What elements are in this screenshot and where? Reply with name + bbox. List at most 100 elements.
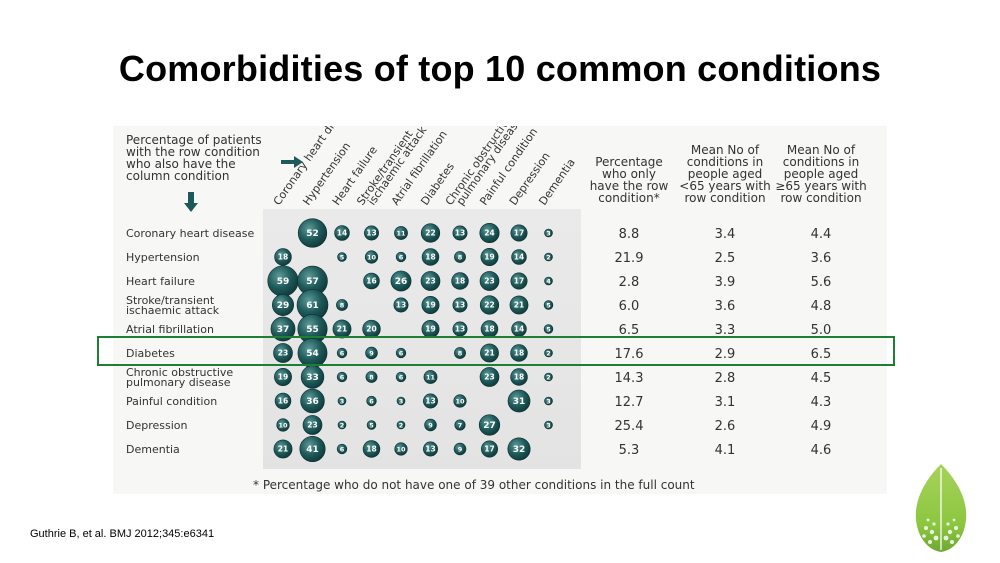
bubble-value: 2 [546, 349, 551, 357]
bubble-value: 18 [484, 325, 494, 334]
stat-value-stroke-transient-ischaemic-attack: 4.8 [811, 299, 832, 314]
bubble-value: 17 [514, 229, 524, 238]
bubble-value: 19 [278, 373, 288, 382]
bubble-dementia-atrial-fibrillation [394, 442, 408, 456]
bubble-coronary-heart-disease-painful-condition [479, 222, 500, 244]
leaf-logo-icon [915, 464, 967, 552]
stat-header-line: row condition [684, 191, 765, 205]
explanation-line: column condition [126, 169, 229, 183]
bubble-dementia-stroke-transient-ischaemic-attack [362, 440, 381, 458]
bubble-chronic-obstructive-pulmonary-disease-depression [510, 368, 528, 386]
explanation-line: who also have the [126, 157, 236, 171]
row-label-stroke-transient-ischaemic-attack: ischaemic attack [126, 304, 220, 317]
bubble-value: 13 [455, 229, 465, 238]
bubble-atrial-fibrillation-coronary-heart-disease [270, 316, 296, 342]
bubble-value: 6 [399, 373, 404, 381]
bubble-coronary-heart-disease-hypertension [297, 218, 328, 248]
bubble-heart-failure-chronic-obstructive-pulmonary-disease [451, 272, 469, 290]
bubble-painful-condition-chronic-obstructive-pulmonary-disease [453, 394, 467, 408]
bubble-stroke-transient-ischaemic-attack-chronic-obstructive-pulmonary-disease [452, 297, 468, 313]
bubble-value: 31 [513, 397, 526, 407]
row-labels: Coronary heart disease Hypertension Heart … [126, 227, 254, 456]
row-label-chronic-obstructive-pulmonary-disease: pulmonary disease [126, 376, 231, 389]
bubble-diabetes-coronary-heart-disease [273, 343, 293, 363]
bubble-value: 23 [484, 277, 494, 286]
bubble-value: 8 [340, 301, 345, 309]
bubble-value: 10 [367, 253, 377, 261]
bubble-value: 23 [278, 349, 288, 358]
bubble-value: 3 [546, 397, 551, 405]
bubble-hypertension-depression [511, 249, 527, 265]
bubble-value: 57 [306, 277, 319, 287]
stat-value-chronic-obstructive-pulmonary-disease: 4.5 [811, 371, 832, 386]
stat-header-line: conditions in [783, 155, 860, 169]
row-label-painful-condition: Painful condition [126, 395, 217, 408]
bubble-value: 41 [306, 445, 319, 455]
bubble-hypertension-coronary-heart-disease [274, 248, 292, 266]
bubble-value: 14 [514, 325, 524, 334]
stat-header-line: have the row [590, 179, 669, 193]
stat-value-hypertension: 3.6 [811, 251, 832, 266]
bubble-value: 9 [428, 421, 433, 429]
bubble-value: 21 [278, 445, 288, 454]
bubble-value: 2 [399, 421, 404, 429]
stat-value-chronic-obstructive-pulmonary-disease: 2.8 [715, 371, 736, 386]
stat-header-line: conditions in [687, 155, 764, 169]
bubble-value: 27 [483, 421, 496, 431]
stat-value-painful-condition: 4.3 [811, 395, 832, 410]
bubble-hypertension-chronic-obstructive-pulmonary-disease [454, 251, 466, 263]
bubble-heart-failure-painful-condition [479, 271, 500, 291]
bubble-hypertension-heart-failure [337, 252, 347, 262]
row-label-stroke-transient-ischaemic-attack: Stroke/transient [126, 294, 215, 307]
bubble-painful-condition-depression [507, 389, 531, 413]
bubble-coronary-heart-disease-dementia [544, 228, 553, 238]
stat-value-dementia: 4.1 [715, 443, 736, 458]
bubble-value: 13 [425, 397, 435, 406]
stat-value-painful-condition: 3.1 [715, 395, 736, 410]
bubbles: 52 14 13 11 22 13 24 17 318 5 10 6 18 8 19 14 259 57 16 26 2… [267, 218, 554, 463]
bubble-value: 23 [307, 421, 317, 430]
bubble-chronic-obstructive-pulmonary-disease-stroke-transient-ischaemic-attack [365, 371, 378, 383]
bubble-heart-failure-stroke-transient-ischaemic-attack [363, 272, 380, 290]
bubble-value: 8 [458, 253, 463, 261]
stat-value-depression: 25.4 [615, 419, 644, 434]
stat-values: 8.8 3.4 4.4 21.9 2.5 3.6 2.8 3.9 5.6 6.0 3.6 4.8 6.5… [615, 227, 832, 458]
bubble-value: 3 [340, 397, 345, 405]
bubble-value: 22 [484, 301, 494, 310]
bubble-value: 5 [369, 421, 374, 429]
bubble-painful-condition-coronary-heart-disease [274, 392, 292, 410]
bubble-hypertension-painful-condition [480, 248, 499, 266]
bubble-dementia-depression [507, 437, 531, 461]
slide-title: Comorbidities of top 10 common condition… [118, 48, 882, 89]
stat-value-coronary-heart-disease: 3.4 [715, 227, 736, 242]
explanation-arrows [184, 156, 303, 212]
bubble-painful-condition-heart-failure [337, 396, 347, 406]
stat-value-coronary-heart-disease: 4.4 [811, 227, 832, 242]
stat-value-atrial-fibrillation: 6.5 [619, 323, 640, 338]
bubble-value: 9 [458, 445, 463, 453]
bubble-value: 55 [306, 325, 319, 335]
bubble-chronic-obstructive-pulmonary-disease-diabetes [423, 370, 438, 384]
bubble-hypertension-dementia [544, 252, 553, 262]
arrow-right-icon [281, 156, 303, 168]
bubble-value: 16 [278, 397, 288, 406]
bubble-coronary-heart-disease-heart-failure [334, 225, 350, 241]
stat-value-painful-condition: 12.7 [615, 395, 644, 410]
stat-value-heart-failure: 2.8 [619, 275, 640, 290]
row-label-chronic-obstructive-pulmonary-disease: Chronic obstructive [126, 366, 233, 379]
stat-header-line: row condition [780, 191, 861, 205]
bubble-value: 6 [340, 445, 345, 453]
bubble-value: 14 [337, 229, 347, 238]
bubble-value: 10 [278, 421, 288, 429]
bubble-value: 2 [340, 421, 345, 429]
stat-value-depression: 2.6 [715, 419, 736, 434]
stat-value-diabetes: 2.9 [715, 347, 736, 362]
bubble-diabetes-stroke-transient-ischaemic-attack [365, 346, 378, 360]
bubble-stroke-transient-ischaemic-attack-heart-failure [336, 299, 348, 311]
row-label-atrial-fibrillation: Atrial fibrillation [126, 323, 214, 336]
bubble-value: 26 [395, 277, 408, 287]
bubble-stroke-transient-ischaemic-attack-depression [509, 295, 529, 315]
bubble-value: 8 [369, 373, 374, 381]
stat-header-line: condition* [598, 191, 659, 205]
